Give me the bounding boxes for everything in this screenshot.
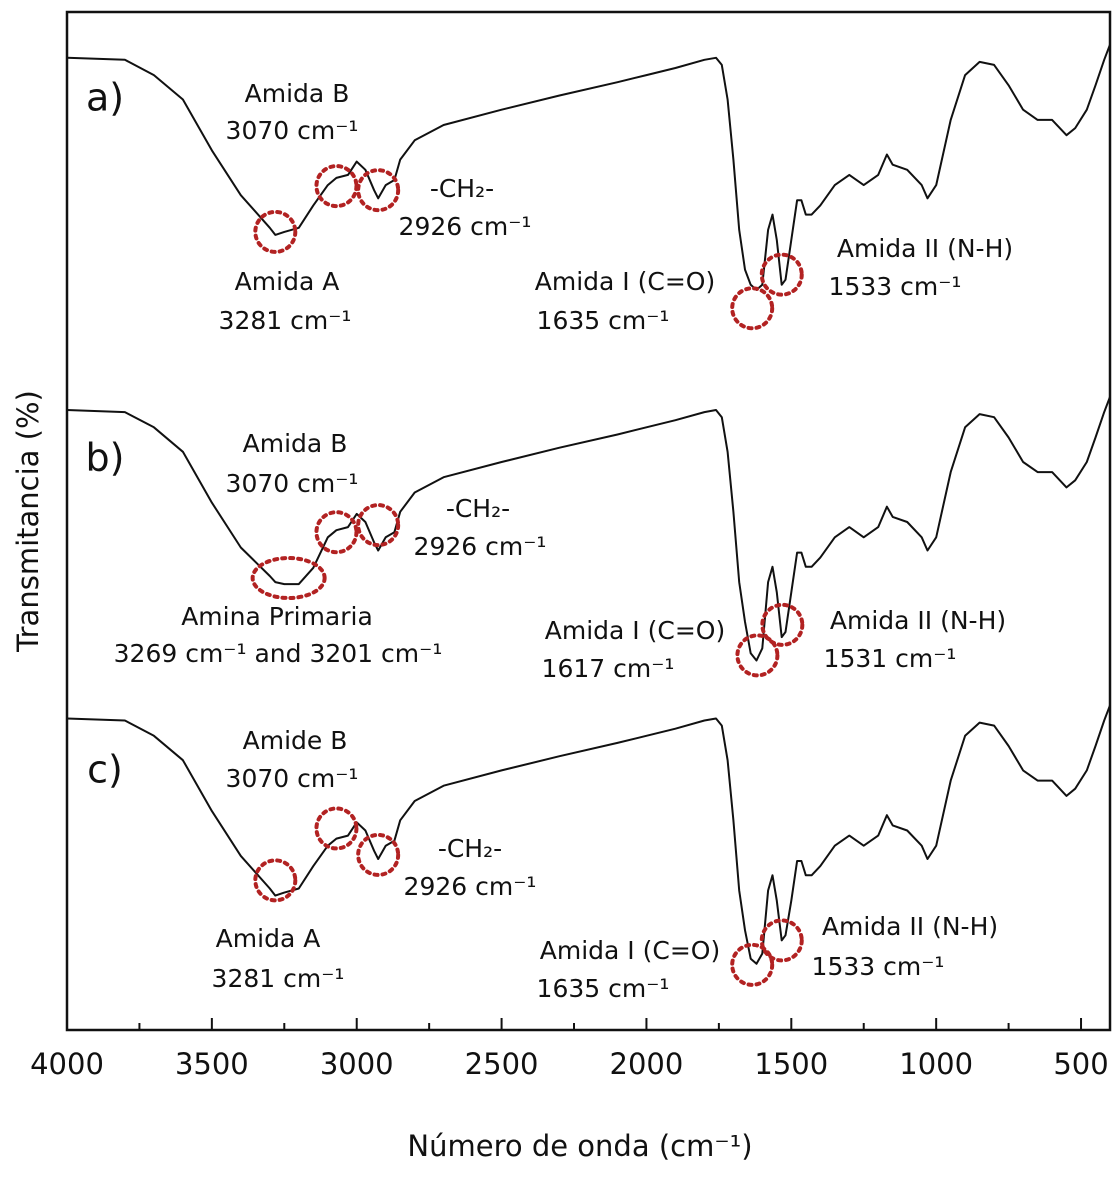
annotation: Amida I (C=O) [540,936,720,965]
annotation: 1531 cm⁻¹ [824,644,957,673]
panel-label: a) [86,76,124,120]
peak-circle [760,602,805,647]
peak-circle [730,942,775,987]
peak-circle [735,633,780,678]
annotation: 3070 cm⁻¹ [226,469,359,498]
spectrum-line [66,396,1111,662]
x-tick-label: 2500 [465,1047,539,1081]
x-tick-label: 1000 [899,1047,973,1081]
annotation: 3281 cm⁻¹ [212,964,345,993]
annotation: 1635 cm⁻¹ [537,974,670,1003]
peak-circle [253,858,298,903]
annotation: 1635 cm⁻¹ [537,306,670,335]
panel-label: c) [87,748,123,792]
annotation: 2926 cm⁻¹ [399,212,532,241]
peak-circle [250,556,327,601]
spectrum-line [66,704,1111,965]
peak-circle [356,832,401,877]
x-tick-label: 2000 [610,1047,684,1081]
annotation: Amida A [235,267,340,296]
x-tick-label: 4000 [30,1047,104,1081]
peak-circle [314,510,359,555]
peak-circle [730,286,775,331]
annotation: 2926 cm⁻¹ [414,532,547,561]
annotation: -CH₂- [430,174,494,203]
annotation: 2926 cm⁻¹ [404,872,537,901]
y-axis-label: Transmitancia (%) [11,390,45,653]
annotation: Amida B [243,429,348,458]
annotation: 3070 cm⁻¹ [226,764,359,793]
annotation: Amide B [243,726,348,755]
x-tick-label: 500 [1053,1047,1108,1081]
peak-circle [759,252,804,297]
x-tick-label: 3500 [175,1047,249,1081]
annotation: 1533 cm⁻¹ [812,952,945,981]
x-tick-label: 1500 [754,1047,828,1081]
peak-circle [356,503,401,548]
x-tick-label: 3000 [320,1047,394,1081]
peak-circle [253,209,298,254]
annotation: Amida I (C=O) [545,616,725,645]
x-axis-label: Número de onda (cm⁻¹) [407,1129,752,1163]
annotation: Amina Primaria [181,602,373,631]
annotation: -CH₂- [438,834,502,863]
peak-circle [314,164,359,209]
plot-frame [65,10,1112,1032]
annotation: Amida A [216,924,321,953]
peak-circle [314,806,359,851]
annotation: Amida II (N-H) [822,912,998,941]
annotation: 1533 cm⁻¹ [829,272,962,301]
annotation: Amida II (N-H) [837,234,1013,263]
annotation: Amida I (C=O) [535,267,715,296]
annotation: -CH₂- [446,494,510,523]
peak-circle [356,168,401,213]
annotation: Amida II (N-H) [830,606,1006,635]
annotation: 1617 cm⁻¹ [542,654,675,683]
annotation: 3070 cm⁻¹ [226,116,359,145]
annotation: 3269 cm⁻¹ and 3201 cm⁻¹ [114,639,443,668]
annotation: 3281 cm⁻¹ [219,306,352,335]
annotation: Amida B [245,79,350,108]
peak-circle [759,918,804,963]
panel-label: b) [86,436,125,480]
